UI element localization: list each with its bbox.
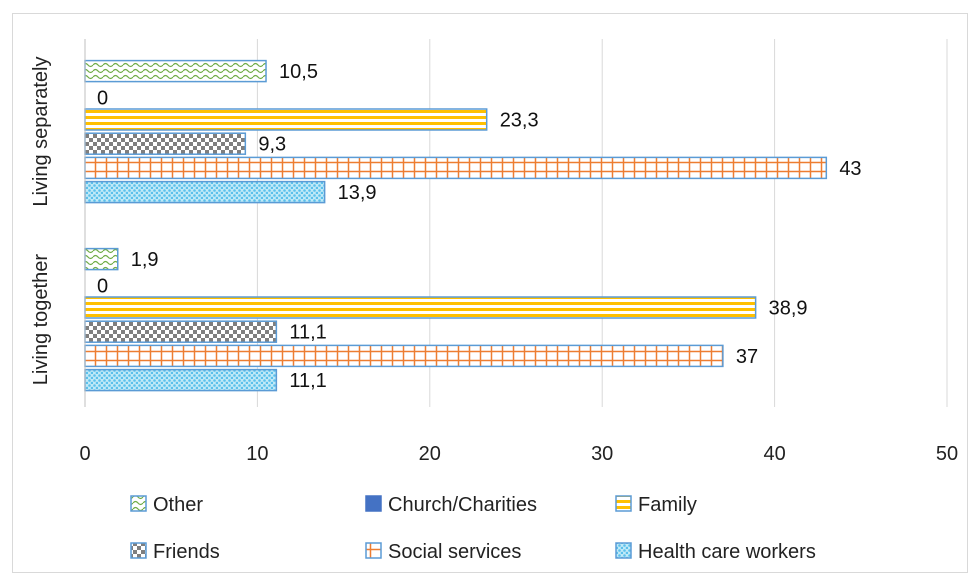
bar-other	[85, 249, 118, 270]
legend-swatch	[131, 496, 146, 511]
legend-label: Other	[153, 494, 203, 516]
x-tick-label: 0	[79, 443, 90, 465]
legend-swatch	[366, 496, 381, 511]
x-tick-label: 20	[419, 443, 441, 465]
legend-swatch	[366, 543, 381, 558]
legend: Other Church/Charities Family Friends Social…	[131, 494, 816, 563]
x-tick-label: 10	[246, 443, 268, 465]
data-label: 38,9	[769, 298, 808, 320]
data-label: 23,3	[500, 110, 539, 132]
bar-chart: 10,5 0 23,3 9,3 43 13,9 1,9 0 38,9 11,1 37 11,1 0 10…	[13, 14, 969, 574]
x-tick-label: 30	[591, 443, 613, 465]
bar-health-care-workers	[85, 182, 325, 203]
legend-label: Friends	[153, 541, 220, 563]
bar-family	[85, 109, 487, 130]
bar-friends	[85, 321, 276, 342]
data-label: 9,3	[258, 134, 286, 156]
x-tick-label: 50	[936, 443, 958, 465]
bars	[85, 61, 826, 391]
legend-label: Church/Charities	[388, 494, 537, 516]
data-label: 13,9	[338, 182, 377, 204]
data-label: 1,9	[131, 249, 159, 271]
bar-friends	[85, 133, 245, 154]
category-label: Living together	[30, 254, 52, 386]
bar-family	[85, 297, 756, 318]
data-label: 43	[839, 158, 861, 180]
bar-health-care-workers	[85, 370, 276, 391]
bar-social-services	[85, 345, 723, 366]
legend-label: Health care workers	[638, 541, 816, 563]
data-label: 11,1	[289, 322, 326, 344]
legend-swatch	[616, 543, 631, 558]
axes: 0 10 20 30 40 50 Living separately Living toget…	[30, 39, 958, 465]
data-label: 0	[97, 275, 108, 297]
bar-social-services	[85, 157, 826, 178]
data-label: 11,1	[289, 370, 326, 392]
chart-frame: 10,5 0 23,3 9,3 43 13,9 1,9 0 38,9 11,1 37 11,1 0 10…	[12, 13, 968, 573]
data-label: 0	[97, 87, 108, 109]
category-label: Living separately	[30, 57, 52, 207]
legend-swatch	[616, 496, 631, 511]
data-label: 37	[736, 346, 758, 368]
bar-other	[85, 61, 266, 82]
legend-label: Social services	[388, 541, 521, 563]
legend-label: Family	[638, 494, 697, 516]
x-tick-label: 40	[763, 443, 785, 465]
legend-swatch	[131, 543, 146, 558]
data-label: 10,5	[279, 61, 318, 83]
